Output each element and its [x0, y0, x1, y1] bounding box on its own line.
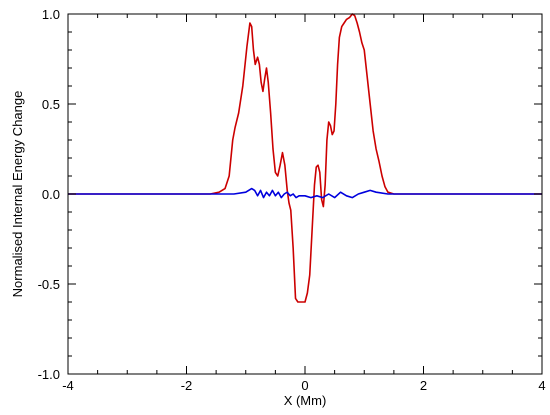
y-tick-label: -1.0 [38, 367, 60, 382]
x-tick-label: 0 [301, 378, 308, 393]
axis-ticks [67, 13, 543, 375]
x-tick-label: 2 [420, 378, 427, 393]
tick-labels: -4 -2 0 2 4 -1.0 -0.5 0.0 0.5 1.0 [38, 7, 546, 393]
series-line-2 [68, 187, 542, 199]
series-line-1 [68, 13, 542, 303]
y-tick-label: 1.0 [42, 7, 60, 22]
x-tick-label: -4 [62, 378, 74, 393]
y-tick-label: -0.5 [38, 277, 60, 292]
y-tick-label: 0.5 [42, 97, 60, 112]
x-axis-title: X (Mm) [284, 393, 327, 408]
x-tick-label: -2 [181, 378, 193, 393]
x-tick-label: 4 [538, 378, 545, 393]
plot-lines [68, 13, 542, 303]
y-axis-title: Normalised Internal Energy Change [10, 91, 25, 298]
y-tick-label: 0.0 [42, 187, 60, 202]
